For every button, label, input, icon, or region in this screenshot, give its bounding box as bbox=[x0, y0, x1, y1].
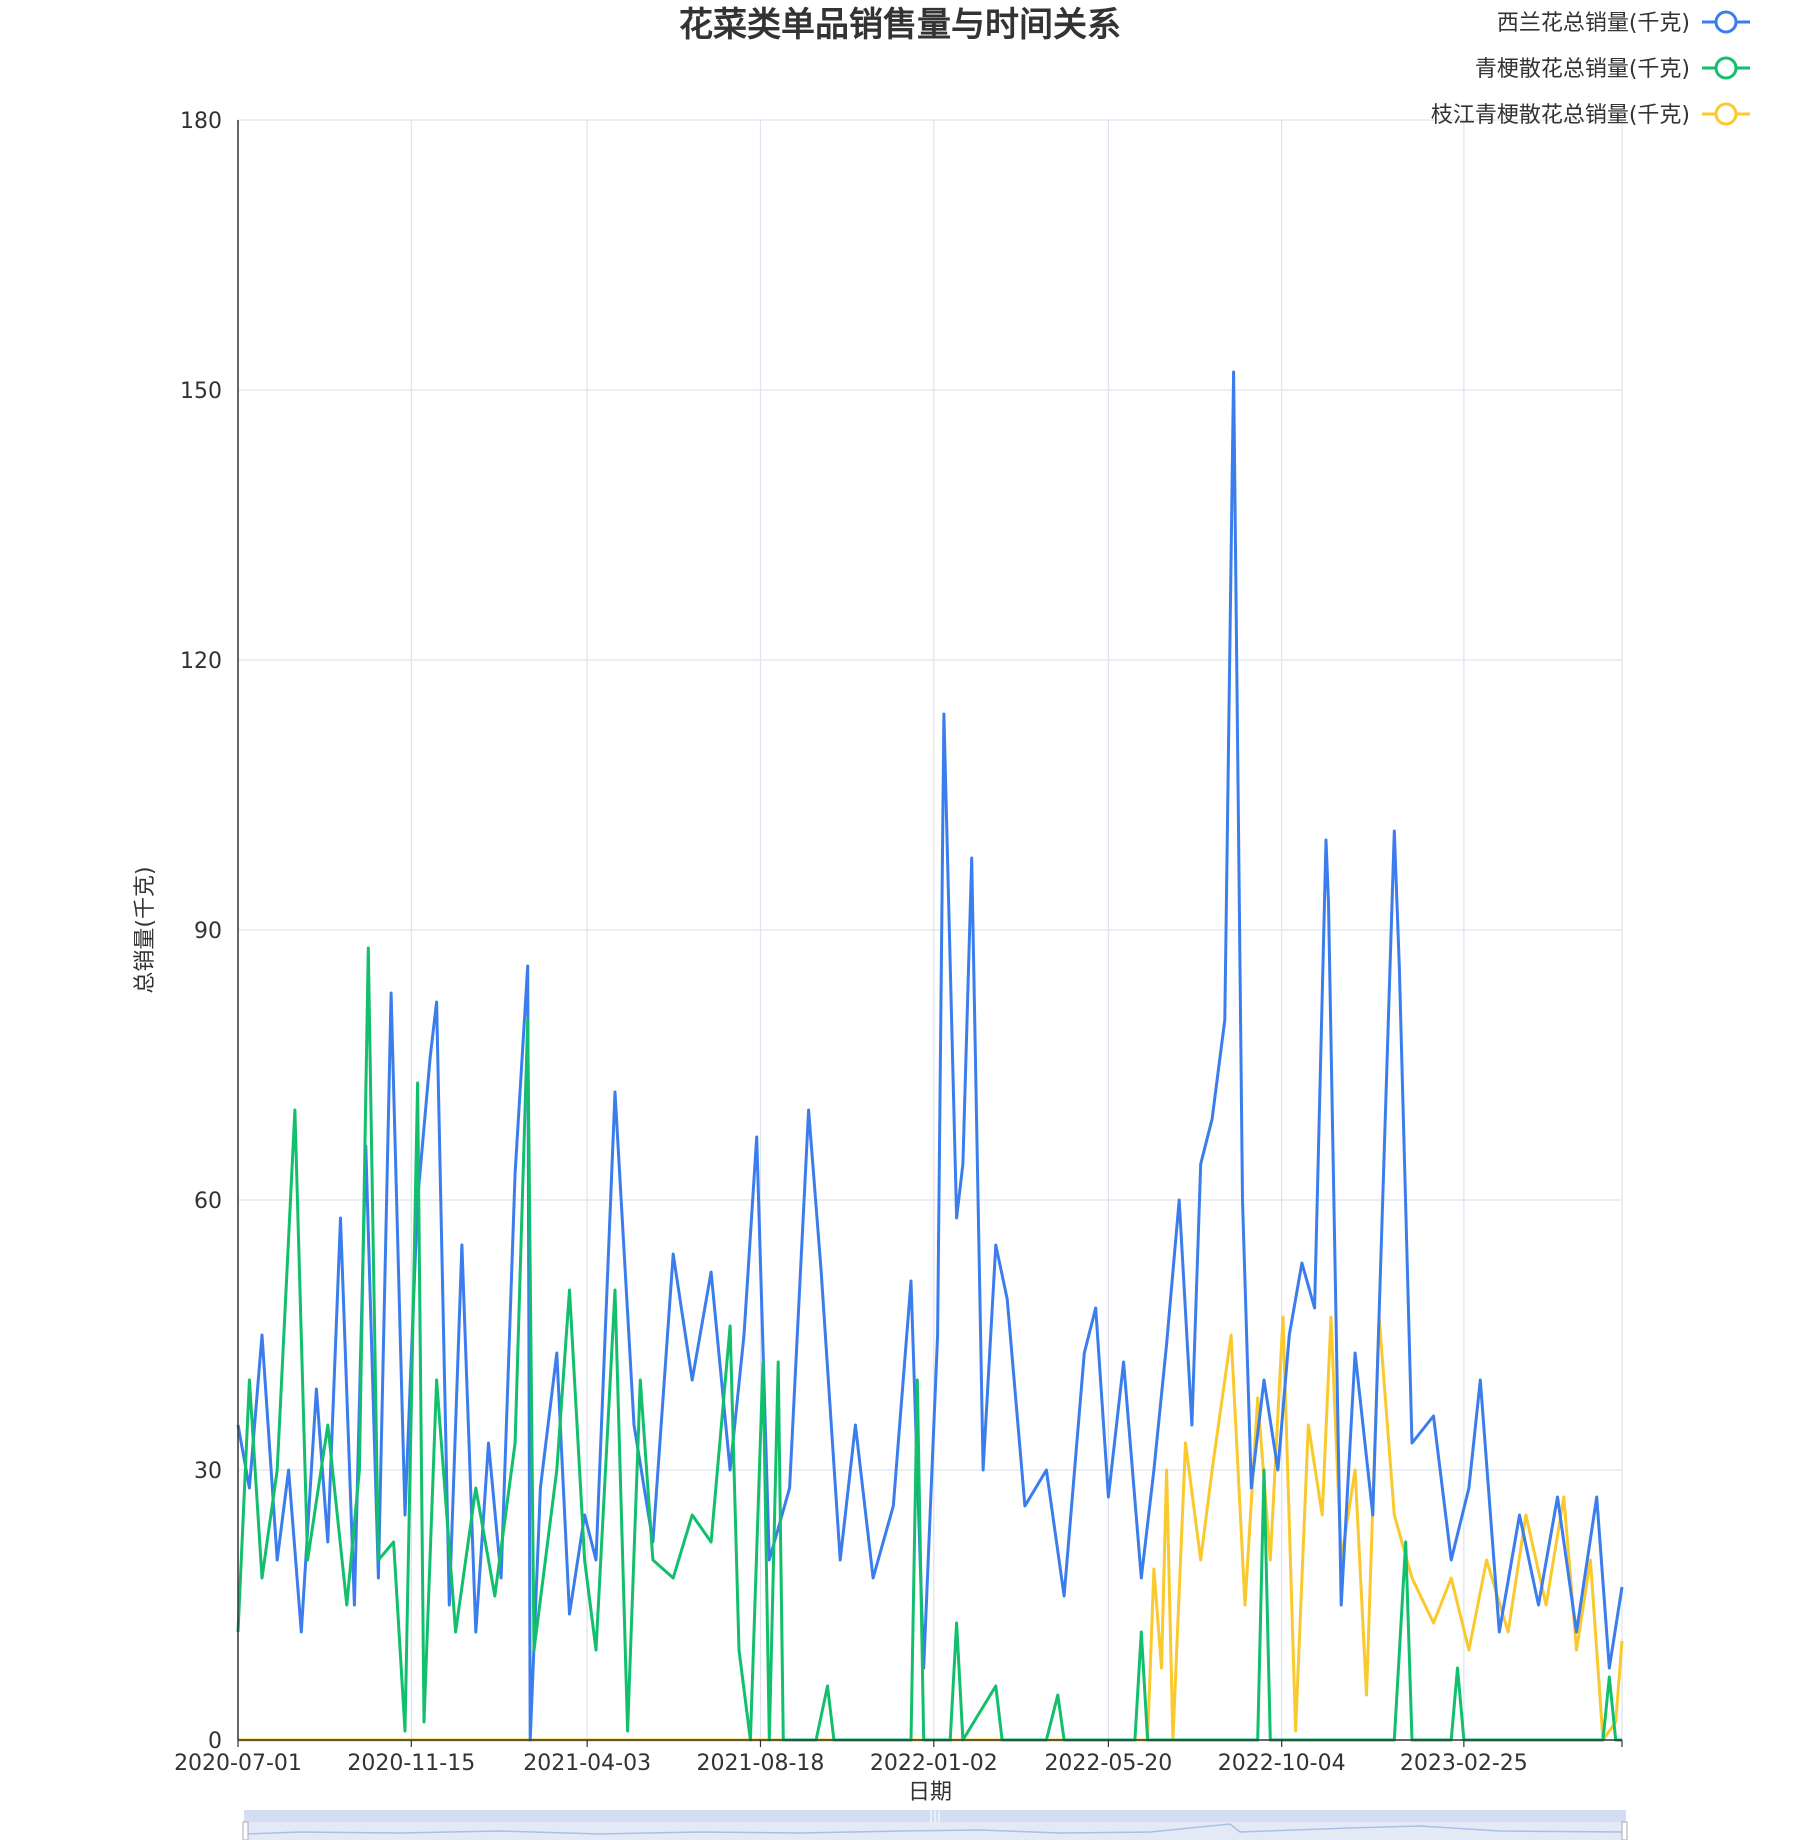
legend-marker-icon bbox=[1714, 56, 1738, 80]
y-tick-label: 120 bbox=[180, 649, 222, 674]
legend-label: 青梗散花总销量(千克) bbox=[1475, 57, 1690, 82]
series-layer bbox=[236, 370, 1624, 1742]
y-tick-label: 30 bbox=[194, 1459, 222, 1484]
y-tick-label: 60 bbox=[194, 1189, 222, 1214]
x-tick-label: 2020-11-15 bbox=[347, 1751, 475, 1776]
legend-label: 西兰花总销量(千克) bbox=[1497, 11, 1690, 36]
legend-label: 枝江青梗散花总销量(千克) bbox=[1431, 103, 1690, 128]
zoom-slider-left-handle[interactable] bbox=[242, 1821, 249, 1840]
legend: 西兰花总销量(千克) 青梗散花总销量(千克) 枝江青梗散花总销量(千克) bbox=[1431, 10, 1750, 128]
x-tick-label: 2023-02-25 bbox=[1400, 1751, 1528, 1776]
x-ticks: 2020-07-01 2020-11-15 2021-04-03 2021-08-18… bbox=[174, 1740, 1623, 1776]
y-tick-label: 180 bbox=[180, 109, 222, 134]
x-tick-label: 2020-07-01 bbox=[174, 1751, 302, 1776]
y-tick-label: 150 bbox=[180, 379, 222, 404]
series-line-2 bbox=[238, 1315, 1624, 1742]
x-tick-label: 2022-10-04 bbox=[1218, 1751, 1346, 1776]
y-tick-label: 0 bbox=[208, 1729, 222, 1754]
legend-marker-icon bbox=[1714, 10, 1738, 34]
x-tick-label: 2022-01-02 bbox=[870, 1751, 998, 1776]
series-line-0 bbox=[236, 370, 1624, 1742]
y-ticks: 0 30 60 90 120 150 180 bbox=[180, 109, 222, 1754]
y-axis-label: 总销量(千克) bbox=[133, 866, 158, 993]
zoom-slider-preview bbox=[245, 1823, 1625, 1835]
data-zoom-slider[interactable]: ||| bbox=[242, 1809, 1628, 1840]
legend-item[interactable]: 青梗散花总销量(千克) bbox=[1475, 56, 1750, 82]
zoom-slider-right-handle[interactable] bbox=[1621, 1821, 1628, 1840]
chart-title: 花菜类单品销售量与时间关系 bbox=[679, 5, 1121, 45]
zoom-slider-handle-bar[interactable] bbox=[244, 1810, 1626, 1822]
y-tick-label: 90 bbox=[194, 919, 222, 944]
zoom-slider-grip-icon[interactable]: ||| bbox=[929, 1809, 941, 1823]
grid bbox=[238, 119, 1623, 1740]
legend-item[interactable]: 西兰花总销量(千克) bbox=[1497, 10, 1750, 36]
series-line-1 bbox=[236, 946, 1622, 1742]
x-axis-label: 日期 bbox=[908, 1780, 952, 1805]
legend-marker-icon bbox=[1714, 102, 1738, 126]
x-tick-label: 2021-04-03 bbox=[523, 1751, 651, 1776]
x-tick-label: 2022-05-20 bbox=[1044, 1751, 1172, 1776]
legend-item[interactable]: 枝江青梗散花总销量(千克) bbox=[1431, 102, 1750, 128]
x-tick-label: 2021-08-18 bbox=[697, 1751, 825, 1776]
